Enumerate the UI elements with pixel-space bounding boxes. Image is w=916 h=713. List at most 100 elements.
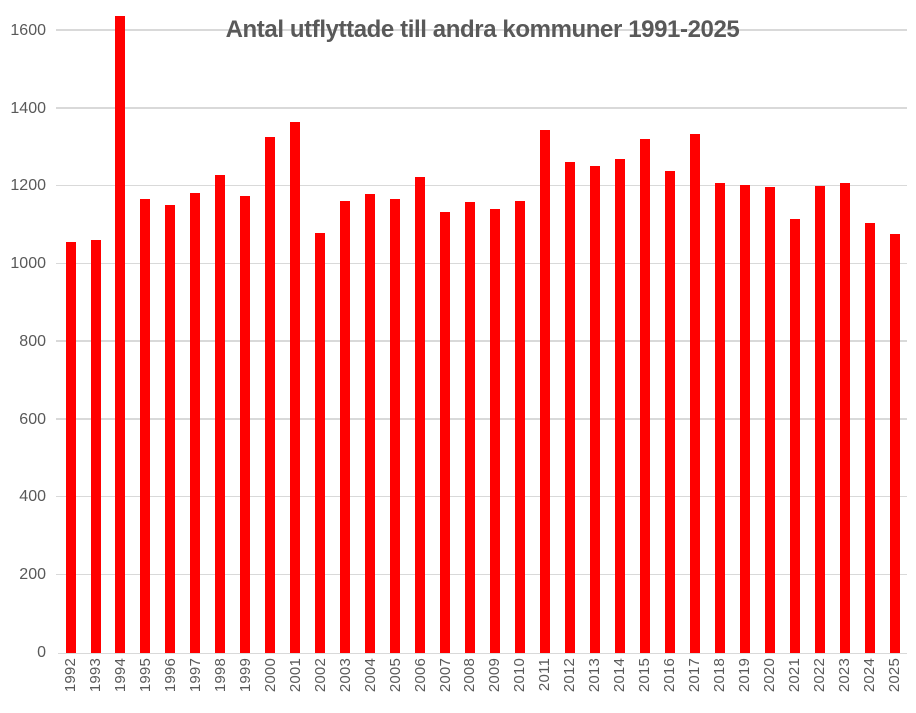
x-axis-label: 1996 (161, 658, 179, 693)
x-axis-label-cell: 2017 (682, 658, 707, 710)
y-axis-label: 1400 (10, 99, 46, 117)
x-axis-label: 2014 (611, 658, 629, 693)
gridline (56, 418, 907, 420)
gridline (56, 496, 907, 498)
bar-2023 (839, 183, 850, 653)
bar-2001 (290, 121, 301, 653)
bar-2009 (490, 209, 500, 653)
bar-2016 (664, 170, 675, 653)
gridline (56, 573, 907, 576)
y-axis-label: 1200 (10, 177, 46, 195)
x-axis-label-cell: 2007 (433, 658, 458, 710)
x-axis-label: 2005 (386, 658, 404, 693)
gridline (56, 107, 907, 109)
x-axis-label-cell: 2001 (283, 658, 308, 710)
x-axis-label-cell: 2012 (557, 658, 582, 710)
x-axis-label: 2024 (860, 658, 878, 693)
x-axis-label: 2025 (885, 658, 903, 693)
gridline (56, 184, 907, 187)
x-axis-label-cell: 2002 (308, 658, 333, 710)
x-axis-label-cell: 2016 (657, 658, 682, 710)
x-axis-label: 1992 (61, 658, 79, 693)
x-axis-label-cell: 2010 (507, 658, 532, 710)
x-axis-label: 1995 (136, 658, 154, 693)
bar-2007 (440, 211, 450, 653)
bar-2000 (265, 136, 276, 653)
bar-2013 (589, 166, 600, 653)
x-axis-label: 2006 (411, 658, 429, 693)
x-axis-label: 2019 (736, 658, 754, 693)
x-axis-label-cell: 1993 (83, 658, 108, 710)
x-axis-label-cell: 1992 (58, 658, 83, 710)
gridline (56, 29, 907, 31)
x-axis-label: 2002 (311, 658, 329, 693)
x-axis-label: 2003 (336, 658, 354, 693)
x-axis-label-cell: 1994 (108, 658, 133, 710)
chart-title: Antal utflyttade till andra kommuner 199… (225, 16, 740, 43)
bar-2005 (390, 198, 401, 653)
bar-2014 (614, 158, 625, 653)
y-axis-label: 0 (37, 644, 46, 661)
x-axis-label: 2004 (361, 658, 379, 693)
bar-1998 (215, 175, 226, 653)
x-axis-label-cell: 2011 (532, 658, 557, 710)
y-axis-label: 1600 (10, 21, 46, 39)
gridline (56, 340, 907, 342)
x-axis-label-cell: 2020 (757, 658, 782, 710)
bar-2019 (739, 184, 750, 653)
x-axis-label-cell: 2003 (333, 658, 358, 710)
bar-2004 (365, 194, 376, 653)
bar-2025 (889, 233, 900, 653)
x-axis-label-cell: 1997 (183, 658, 208, 710)
x-axis-label: 2016 (661, 658, 679, 693)
x-axis-label-cell: 2009 (482, 658, 507, 710)
x-axis-label-cell: 2019 (732, 658, 757, 710)
bar-2002 (315, 232, 326, 653)
bar-1994 (115, 16, 126, 653)
x-axis-label: 1997 (186, 658, 204, 693)
x-axis-label-cell: 1995 (133, 658, 158, 710)
x-axis-label-cell: 2023 (832, 658, 857, 710)
bar-2010 (515, 200, 525, 653)
plot-area (56, 0, 907, 654)
y-axis-label: 600 (19, 410, 46, 428)
bar-1996 (165, 204, 176, 653)
bar-2021 (789, 218, 800, 653)
bar-2008 (465, 201, 475, 653)
y-axis-label: 800 (19, 332, 46, 350)
x-axis-label-cell: 2006 (408, 658, 433, 710)
y-axis-label: 400 (19, 488, 46, 506)
x-axis-label: 2022 (811, 658, 829, 693)
y-axis-label: 1000 (10, 255, 46, 273)
x-axis-label: 2017 (686, 658, 704, 693)
x-axis-label: 2018 (711, 658, 729, 693)
x-axis-label: 2020 (761, 658, 779, 693)
x-axis-label: 2021 (786, 658, 804, 693)
x-axis-label-cell: 2018 (707, 658, 732, 710)
x-axis-label-cell: 2021 (782, 658, 807, 710)
bar-1995 (140, 198, 151, 653)
x-axis-label-cell: 2014 (607, 658, 632, 710)
x-axis-label: 1993 (86, 658, 104, 693)
gridline (56, 262, 907, 265)
y-axis-label: 200 (19, 566, 46, 584)
bar-1992 (65, 242, 76, 653)
x-axis-label: 1999 (236, 658, 254, 693)
x-axis-label: 1994 (111, 658, 129, 693)
x-axis-label: 2015 (636, 658, 654, 693)
x-axis-label: 1998 (211, 658, 229, 693)
bar-2006 (415, 176, 426, 653)
bar-2024 (864, 223, 875, 653)
x-axis-label: 2007 (436, 658, 454, 693)
bar-2017 (689, 133, 700, 653)
x-axis-label: 2008 (461, 658, 479, 693)
x-axis-label: 2000 (261, 658, 279, 693)
x-axis-label-cell: 2013 (582, 658, 607, 710)
x-axis-label: 2013 (586, 658, 604, 693)
x-axis: 1992 1993 1994 1995 1996 1997 1998 1999 2000 2001… (58, 658, 907, 710)
x-axis-label-cell: 2015 (632, 658, 657, 710)
x-axis-label: 2009 (486, 658, 504, 693)
bar-2020 (764, 187, 775, 653)
bar-2011 (539, 130, 550, 653)
